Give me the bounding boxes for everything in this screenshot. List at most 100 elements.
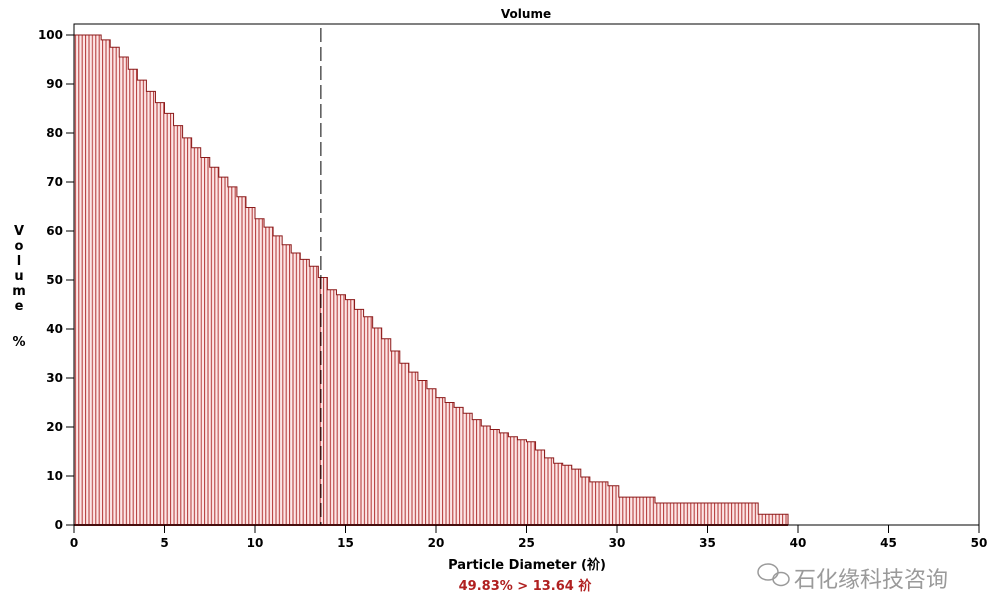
- histogram-bar: [454, 407, 464, 525]
- x-tick-label: 45: [880, 536, 897, 550]
- histogram-bar: [209, 167, 219, 526]
- histogram-bar: [445, 402, 455, 525]
- y-tick-label: 0: [55, 518, 63, 532]
- histogram-bar: [327, 289, 337, 525]
- histogram-bar: [101, 39, 111, 526]
- histogram-bar: [408, 372, 418, 525]
- x-tick-label: 30: [609, 536, 626, 550]
- histogram-bar: [74, 35, 84, 525]
- histogram-bar: [517, 439, 527, 525]
- x-tick-label: 20: [428, 536, 445, 550]
- histogram-bar: [155, 102, 165, 526]
- y-label-letter: V: [14, 224, 24, 239]
- histogram-bar: [426, 388, 436, 525]
- histogram-bar: [571, 469, 581, 525]
- y-tick-label: 50: [46, 273, 63, 287]
- y-tick-label: 20: [46, 420, 63, 434]
- histogram-bar: [481, 426, 491, 525]
- histogram-bar: [436, 397, 446, 525]
- y-label-letter: o: [15, 239, 24, 254]
- histogram-bar: [236, 196, 246, 525]
- histogram-bar: [618, 497, 656, 525]
- x-tick-label: 25: [518, 536, 535, 550]
- y-tick-label: 40: [46, 322, 63, 336]
- y-tick-label: 90: [46, 77, 63, 91]
- y-label-letter: u: [14, 269, 23, 284]
- histogram-bar: [318, 277, 328, 525]
- histogram-bar: [589, 481, 599, 525]
- histogram-bar: [417, 380, 427, 525]
- y-axis-label: Volume%: [12, 224, 26, 350]
- y-tick-label: 100: [38, 28, 63, 42]
- x-tick-label: 5: [160, 536, 168, 550]
- histogram-bar: [598, 481, 608, 525]
- x-axis: 0 5 10 15 20 25 30 35 40 45 50: [70, 525, 988, 550]
- histogram-bar: [128, 69, 138, 526]
- histogram-bar: [227, 186, 237, 525]
- y-label-letter: m: [12, 284, 26, 299]
- median-annotation: 49.83% > 13.64 祄: [459, 578, 593, 594]
- histogram-bar: [372, 328, 382, 525]
- histogram-bar: [173, 125, 183, 526]
- histogram-bar: [562, 465, 572, 525]
- histogram-bar: [544, 457, 554, 525]
- histogram-bar: [508, 436, 518, 525]
- histogram-bar: [399, 363, 409, 525]
- histogram-bar: [83, 35, 93, 525]
- watermark-text: 石化缘科技咨询: [794, 568, 948, 593]
- histogram-bar: [336, 294, 346, 525]
- histogram-bar: [191, 147, 201, 525]
- histogram-bar: [182, 137, 192, 525]
- y-tick-label: 60: [46, 224, 63, 238]
- histogram-bar: [110, 47, 120, 525]
- histogram-bar: [499, 432, 509, 525]
- histogram-bar: [526, 441, 536, 525]
- histogram-bar: [255, 218, 265, 525]
- histogram-bar: [218, 177, 228, 525]
- x-tick-label: 40: [790, 536, 807, 550]
- histogram-bar: [381, 338, 391, 525]
- histogram-bar: [264, 227, 274, 525]
- histogram-bar: [119, 57, 129, 526]
- histogram-bar: [472, 419, 482, 525]
- y-tick-label: 80: [46, 126, 63, 140]
- histogram-bar: [758, 514, 789, 525]
- histogram-bar: [146, 91, 156, 525]
- histogram-bar: [92, 35, 102, 525]
- x-tick-label: 15: [337, 536, 354, 550]
- y-tick-label: 70: [46, 175, 63, 189]
- histogram-bar: [580, 476, 590, 525]
- histogram-bar: [354, 309, 364, 525]
- histogram-bar: [245, 207, 255, 526]
- histogram-bar: [164, 113, 174, 526]
- x-tick-label: 50: [971, 536, 988, 550]
- histogram-bar: [137, 80, 147, 525]
- histogram-bar: [607, 485, 619, 525]
- x-tick-label: 0: [70, 536, 78, 550]
- x-axis-label: Particle Diameter (祄): [448, 557, 606, 573]
- x-tick-label: 10: [247, 536, 264, 550]
- x-tick-label: 35: [699, 536, 716, 550]
- y-axis: 0 10 20 30 40 50 60 70 80 90 100: [38, 28, 74, 532]
- chart-title: Volume: [501, 7, 551, 21]
- cumulative-step-line: [73, 34, 789, 525]
- histogram-bar: [363, 316, 373, 525]
- plot-area: [73, 28, 789, 526]
- y-label-letter: %: [12, 335, 25, 350]
- y-label-letter: l: [17, 254, 21, 269]
- y-tick-label: 10: [46, 469, 63, 483]
- histogram-bar: [463, 413, 473, 525]
- histogram-bar: [535, 450, 545, 525]
- histogram-bar: [553, 463, 563, 525]
- histogram-bar: [309, 266, 319, 525]
- histogram-bar: [300, 259, 310, 525]
- histogram-bar: [655, 502, 759, 525]
- y-label-letter: e: [15, 299, 24, 314]
- histogram-bar: [345, 299, 355, 525]
- histogram-bar: [273, 235, 283, 525]
- watermark: 石化缘科技咨询: [757, 563, 948, 593]
- wechat-icon: [757, 563, 790, 587]
- histogram-bar: [490, 429, 500, 525]
- histogram-bar: [282, 244, 292, 525]
